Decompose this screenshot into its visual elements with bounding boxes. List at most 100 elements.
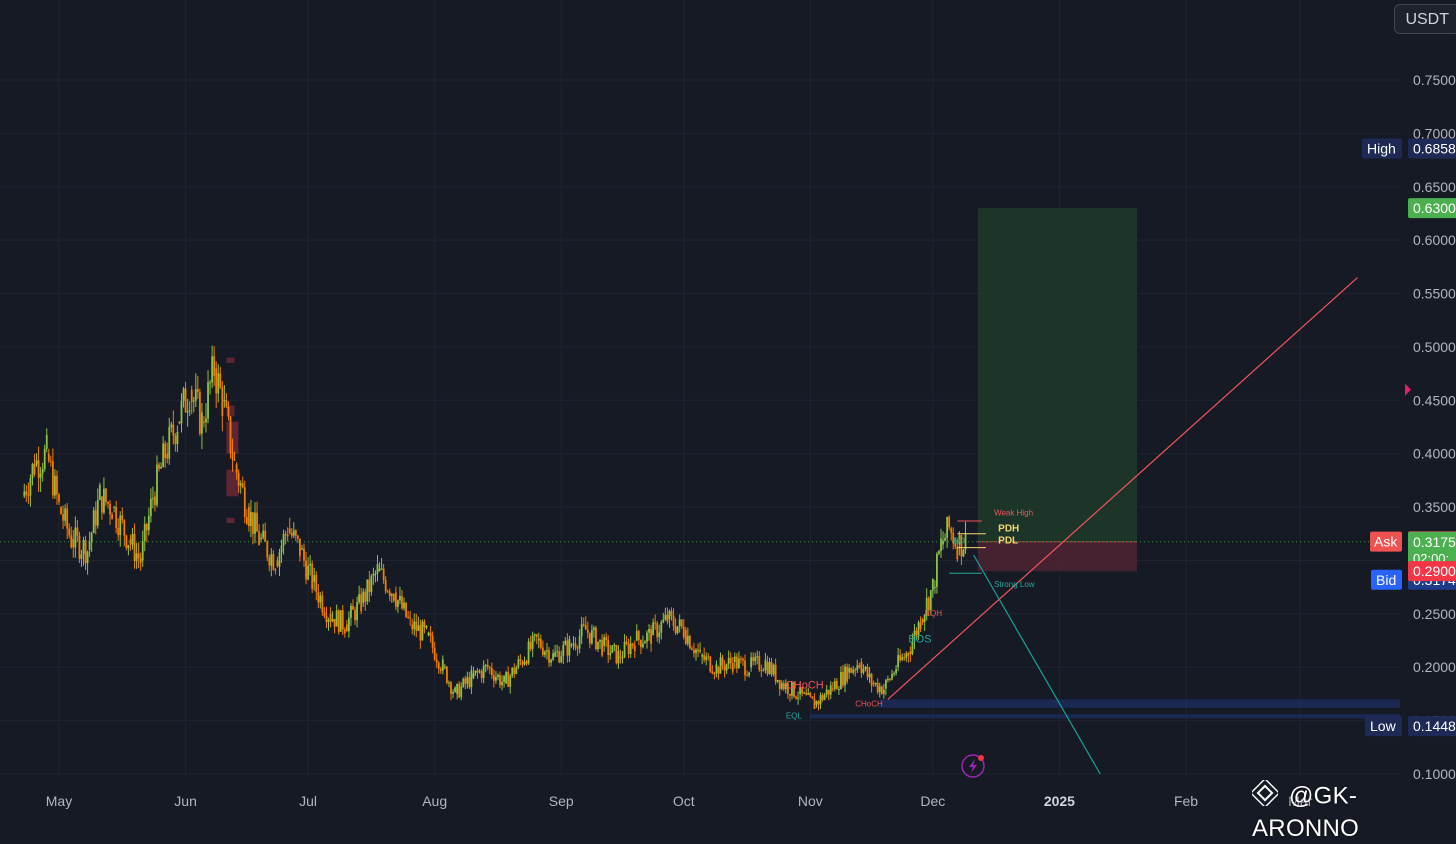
candle-body	[539, 638, 542, 648]
candle-body	[903, 657, 906, 659]
candle-body	[872, 683, 875, 685]
candle-body	[864, 666, 867, 669]
candle-body	[170, 424, 173, 427]
candle-body	[707, 656, 710, 658]
candle-body	[470, 670, 473, 688]
alert-marker-icon[interactable]	[1405, 383, 1411, 396]
candle-body	[552, 653, 554, 660]
candle-body	[415, 621, 418, 631]
candle-body	[548, 650, 550, 663]
projection-line[interactable]	[973, 554, 1101, 775]
candle-body	[762, 670, 765, 672]
candle-body	[750, 657, 753, 668]
candle-body	[729, 657, 732, 663]
lightning-icon[interactable]	[961, 754, 985, 778]
candle-body	[80, 554, 83, 559]
candle-body	[701, 654, 704, 657]
lightning-bolt-icon	[969, 759, 977, 773]
low-price-value: 0.1448	[1413, 718, 1456, 734]
candle-body	[333, 618, 336, 627]
candle-body	[149, 498, 152, 516]
candle-body	[809, 692, 812, 697]
candle-body	[619, 656, 622, 658]
candle-body	[423, 621, 426, 628]
candle-body	[929, 590, 932, 610]
candle-body	[962, 549, 965, 557]
annotation-label: PDL	[998, 535, 1018, 546]
candle-body	[135, 553, 138, 562]
candle-body	[927, 597, 930, 610]
candle-body	[838, 689, 840, 691]
candle-body	[715, 664, 718, 674]
candle-body	[835, 681, 838, 690]
candle-body	[709, 656, 712, 672]
candle-body	[319, 595, 322, 603]
candle-body	[499, 674, 501, 686]
candle-body	[866, 666, 869, 678]
candle-body	[143, 524, 146, 542]
candle-body	[213, 356, 216, 376]
currency-selector[interactable]: USDT	[1394, 4, 1456, 34]
candle-body	[576, 647, 579, 649]
candle-body	[933, 586, 936, 588]
candle-body	[125, 535, 128, 549]
candle-body	[421, 621, 424, 641]
candle-body	[905, 653, 908, 658]
ascending-trendline[interactable]	[887, 277, 1358, 700]
candle-body	[401, 596, 403, 609]
candle-body	[450, 682, 452, 694]
annotation-label: PDH	[998, 524, 1019, 535]
candle-body	[807, 692, 810, 695]
candle-body	[131, 533, 134, 545]
profit-zone[interactable]	[977, 208, 1137, 542]
candle-body	[723, 665, 726, 671]
candle-body	[613, 644, 616, 646]
candle-body	[270, 554, 273, 566]
candle-body	[405, 602, 407, 617]
demand-zone-lower[interactable]	[809, 714, 1400, 719]
candle-body	[776, 679, 779, 682]
candle-body	[484, 664, 487, 666]
candle-body	[844, 666, 846, 686]
candle-body	[341, 610, 344, 630]
candle-body	[462, 678, 465, 687]
demand-zone-upper[interactable]	[879, 699, 1400, 708]
candle-body	[147, 515, 150, 531]
candle-body	[497, 674, 499, 678]
candle-body	[901, 657, 904, 661]
candle-body	[672, 615, 675, 627]
candle-body	[737, 658, 740, 669]
candle-body	[411, 624, 414, 630]
candle-body	[29, 478, 32, 496]
candle-body	[682, 626, 685, 638]
candle-body	[425, 625, 428, 628]
candle-body	[554, 652, 557, 657]
candle-body	[137, 553, 140, 559]
candle-body	[156, 464, 158, 506]
candle-body	[241, 483, 244, 488]
candle-body	[98, 484, 101, 500]
candle-body	[568, 639, 571, 656]
candle-body	[789, 694, 791, 696]
candle-body	[386, 591, 389, 593]
candle-body	[950, 528, 953, 533]
candle-body	[264, 530, 267, 542]
candle-body	[231, 453, 234, 460]
candle-body	[740, 658, 742, 660]
candle-body	[390, 594, 393, 596]
candle-body	[801, 687, 804, 694]
candle-body	[705, 656, 708, 660]
candle-body	[141, 541, 144, 561]
last-price-value: 0.3175	[1413, 534, 1456, 550]
candle-body	[768, 662, 771, 674]
candle-body	[827, 689, 830, 695]
candle-body	[515, 667, 518, 674]
candle-body	[550, 659, 552, 663]
candle-body	[247, 507, 250, 527]
candle-body	[417, 625, 420, 631]
bid-label: Bid	[1376, 572, 1396, 588]
candle-body	[452, 691, 454, 694]
